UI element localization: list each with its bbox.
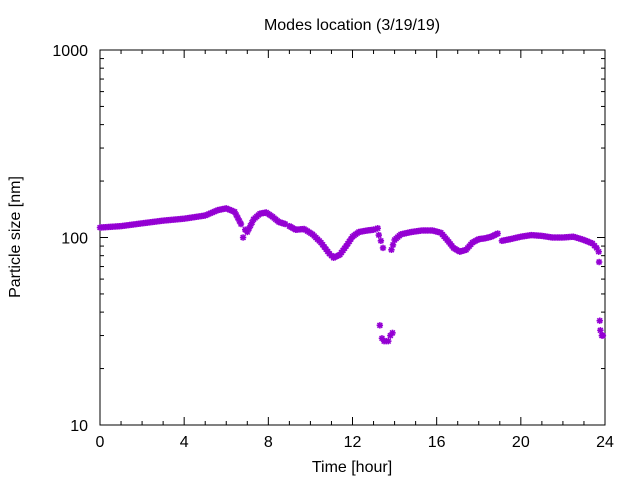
data-point [239,234,247,241]
data-point [385,337,392,345]
x-tick-label: 8 [264,434,273,451]
x-tick-label: 4 [180,434,189,451]
data-point [595,248,602,255]
x-tick-label: 20 [512,434,530,451]
data-point [597,327,604,334]
x-axis-title: Time [hour] [312,459,392,476]
data-point [379,244,387,252]
x-tick-label: 24 [596,434,614,451]
data-point [374,225,381,232]
y-tick-label: 100 [61,231,88,248]
y-tick-label: 1000 [52,43,88,60]
data-point [389,329,396,337]
x-tick-label: 12 [344,434,362,451]
data-point [599,332,607,339]
data-point [389,241,397,249]
data-point [494,230,501,237]
data-point [376,322,384,329]
x-tick-label: 0 [96,434,105,451]
data-point [596,317,603,324]
data-point [375,231,383,239]
x-tick-labels: 0 4 8 12 16 20 24 [96,434,614,451]
y-tick-label: 10 [70,418,88,435]
data-points [96,205,607,345]
x-tick-label: 16 [428,434,446,451]
y-axis-title: Particle size [nm] [7,176,24,298]
data-point [595,258,603,266]
chart-title: Modes location (3/19/19) [264,17,440,34]
data-point [377,237,385,245]
data-point [388,246,395,253]
data-point [237,220,245,228]
y-tick-labels: 10 100 1000 [52,43,88,435]
